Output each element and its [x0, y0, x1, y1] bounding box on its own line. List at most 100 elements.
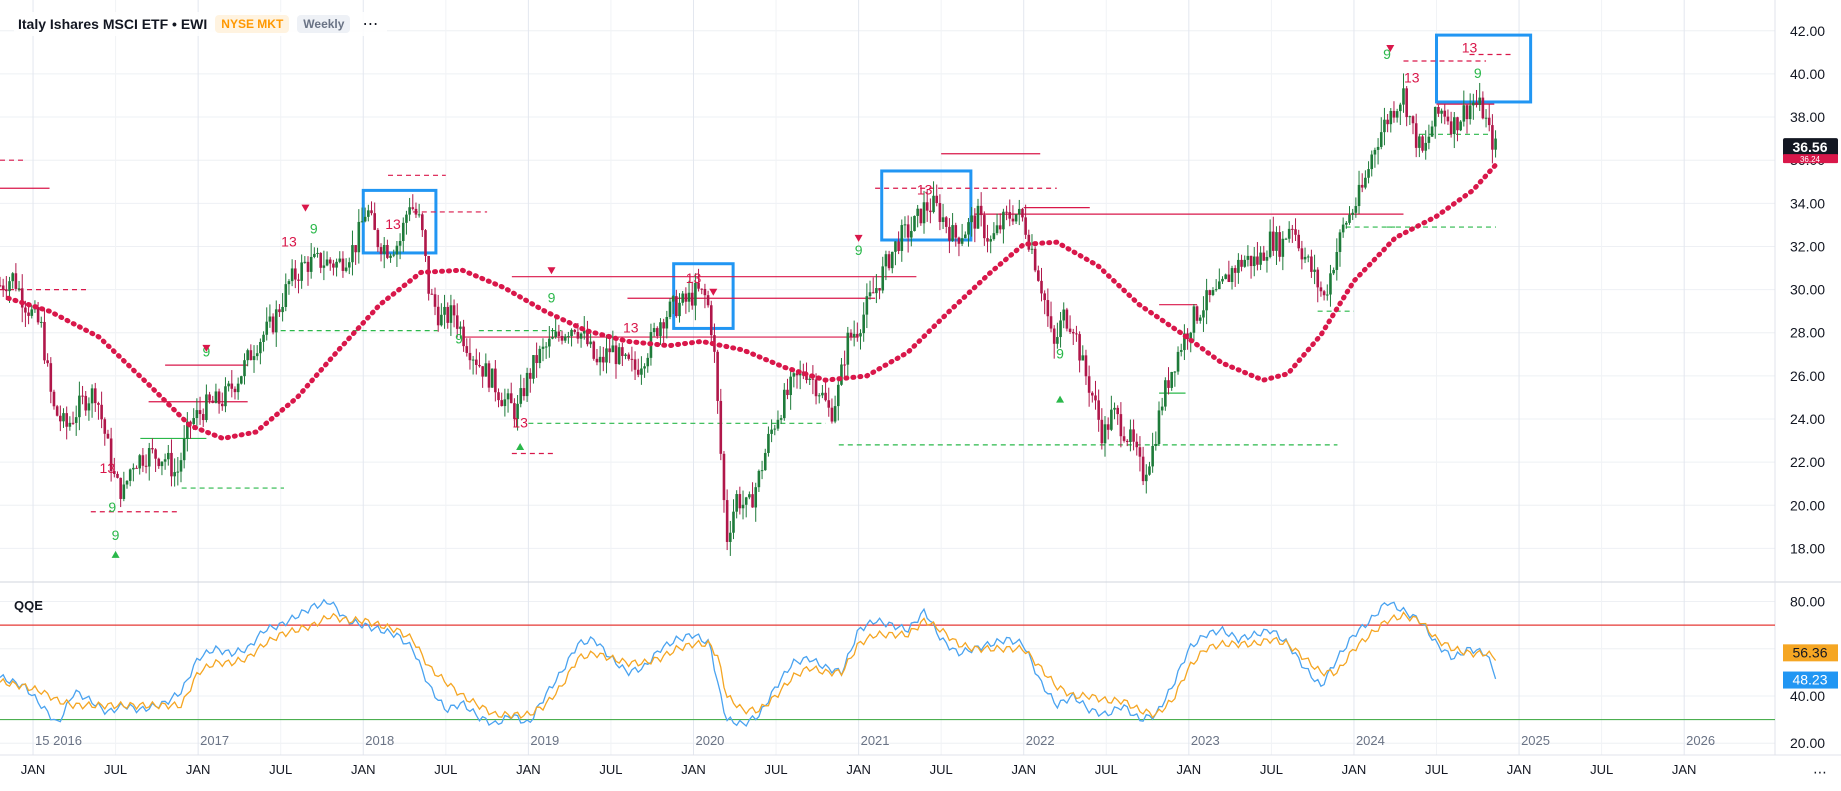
candle-down — [170, 452, 173, 477]
chart-header: Italy Ishares MSCI ETF • EWI NYSE MKT We… — [14, 12, 388, 36]
candle-up — [287, 281, 291, 285]
candle-down — [233, 388, 237, 393]
candle-down — [1106, 424, 1110, 430]
candle-down — [1068, 328, 1072, 332]
candle-down — [1487, 117, 1491, 126]
candle-down — [100, 404, 103, 420]
candle-down — [925, 202, 929, 211]
year-axis-label: 2019 — [530, 733, 559, 748]
candle-down — [65, 413, 68, 427]
more-options-icon[interactable]: ⋯ — [362, 16, 380, 33]
candle-up — [544, 346, 548, 348]
candle-up — [643, 366, 646, 369]
candle-up — [678, 302, 681, 317]
symbol-title[interactable]: Italy Ishares MSCI ETF • EWI — [18, 16, 208, 32]
candle-up — [757, 470, 761, 488]
candle-down — [627, 354, 631, 359]
candle-down — [1125, 440, 1129, 443]
candle-up — [90, 388, 94, 404]
candle-up — [1373, 149, 1377, 155]
candle-up — [833, 406, 837, 422]
candle-down — [1316, 269, 1320, 288]
candle-down — [535, 355, 538, 364]
candle-down — [1437, 106, 1440, 114]
candle-down — [573, 329, 577, 332]
candle-up — [1176, 351, 1180, 372]
price-axis-tick: 40.00 — [1790, 66, 1825, 82]
bottom-more-icon[interactable]: ⋯ — [1813, 764, 1827, 780]
candle-down — [497, 392, 500, 401]
candle-down — [608, 348, 611, 353]
candle-down — [1449, 121, 1453, 135]
candle-up — [1268, 231, 1272, 257]
candle-up — [617, 347, 621, 365]
candle-down — [719, 400, 723, 454]
candle-down — [430, 293, 434, 295]
candle-down — [1132, 429, 1135, 442]
candle-up — [344, 267, 348, 271]
candle-up — [405, 214, 408, 223]
candle-up — [554, 331, 557, 338]
candle-up — [459, 326, 462, 329]
candle-down — [690, 292, 694, 306]
qqe-axis-tick: 20.00 — [1790, 735, 1825, 751]
candle-up — [338, 258, 342, 262]
candle-down — [560, 335, 564, 341]
candle-down — [1097, 400, 1100, 420]
candle-up — [868, 292, 872, 297]
qqe-indicator-label[interactable]: QQE — [14, 598, 43, 613]
candle-up — [395, 245, 399, 255]
candle-up — [440, 314, 443, 326]
candle-down — [1052, 328, 1056, 344]
candle-down — [230, 383, 234, 389]
candle-down — [1322, 291, 1326, 296]
candle-up — [652, 328, 656, 333]
candle-up — [567, 336, 570, 338]
candle-up — [1252, 256, 1256, 267]
candle-down — [887, 254, 891, 269]
price-axis-tick: 38.00 — [1790, 109, 1825, 125]
candle-up — [1144, 474, 1148, 482]
candle-up — [1379, 132, 1383, 147]
price-axis-tick: 22.00 — [1790, 454, 1825, 470]
candle-up — [1160, 406, 1164, 411]
candle-down — [935, 195, 939, 204]
candle-down — [1043, 293, 1046, 301]
month-axis-label: JUL — [1590, 762, 1613, 777]
candle-up — [846, 332, 850, 365]
candle-down — [1456, 117, 1459, 131]
candle-down — [706, 295, 710, 306]
candle-down — [294, 268, 297, 280]
candle-down — [154, 449, 157, 459]
candle-up — [570, 329, 573, 337]
candle-up — [1430, 126, 1434, 137]
candle-up — [1364, 177, 1367, 188]
candle-up — [932, 195, 935, 213]
candle-up — [995, 225, 999, 234]
candle-down — [636, 369, 640, 375]
candle-up — [392, 254, 396, 256]
candle-up — [78, 395, 81, 418]
candle-down — [1233, 268, 1237, 273]
td-count-label: 9 — [112, 527, 120, 543]
candle-up — [303, 261, 307, 263]
candle-down — [49, 363, 53, 392]
candle-up — [1205, 290, 1208, 311]
candle-up — [347, 262, 351, 268]
candle-up — [160, 461, 164, 467]
candle-up — [1059, 320, 1062, 338]
candle-up — [767, 433, 770, 453]
candle-down — [43, 321, 46, 361]
candle-up — [1348, 214, 1351, 223]
candle-up — [265, 321, 269, 335]
candle-down — [513, 403, 516, 419]
candle-down — [446, 306, 450, 323]
candle-up — [941, 217, 945, 223]
candle-up — [182, 438, 186, 461]
candle-down — [1021, 208, 1024, 218]
interval-badge[interactable]: Weekly — [297, 15, 351, 33]
candle-up — [1357, 184, 1361, 207]
candle-down — [370, 210, 373, 214]
